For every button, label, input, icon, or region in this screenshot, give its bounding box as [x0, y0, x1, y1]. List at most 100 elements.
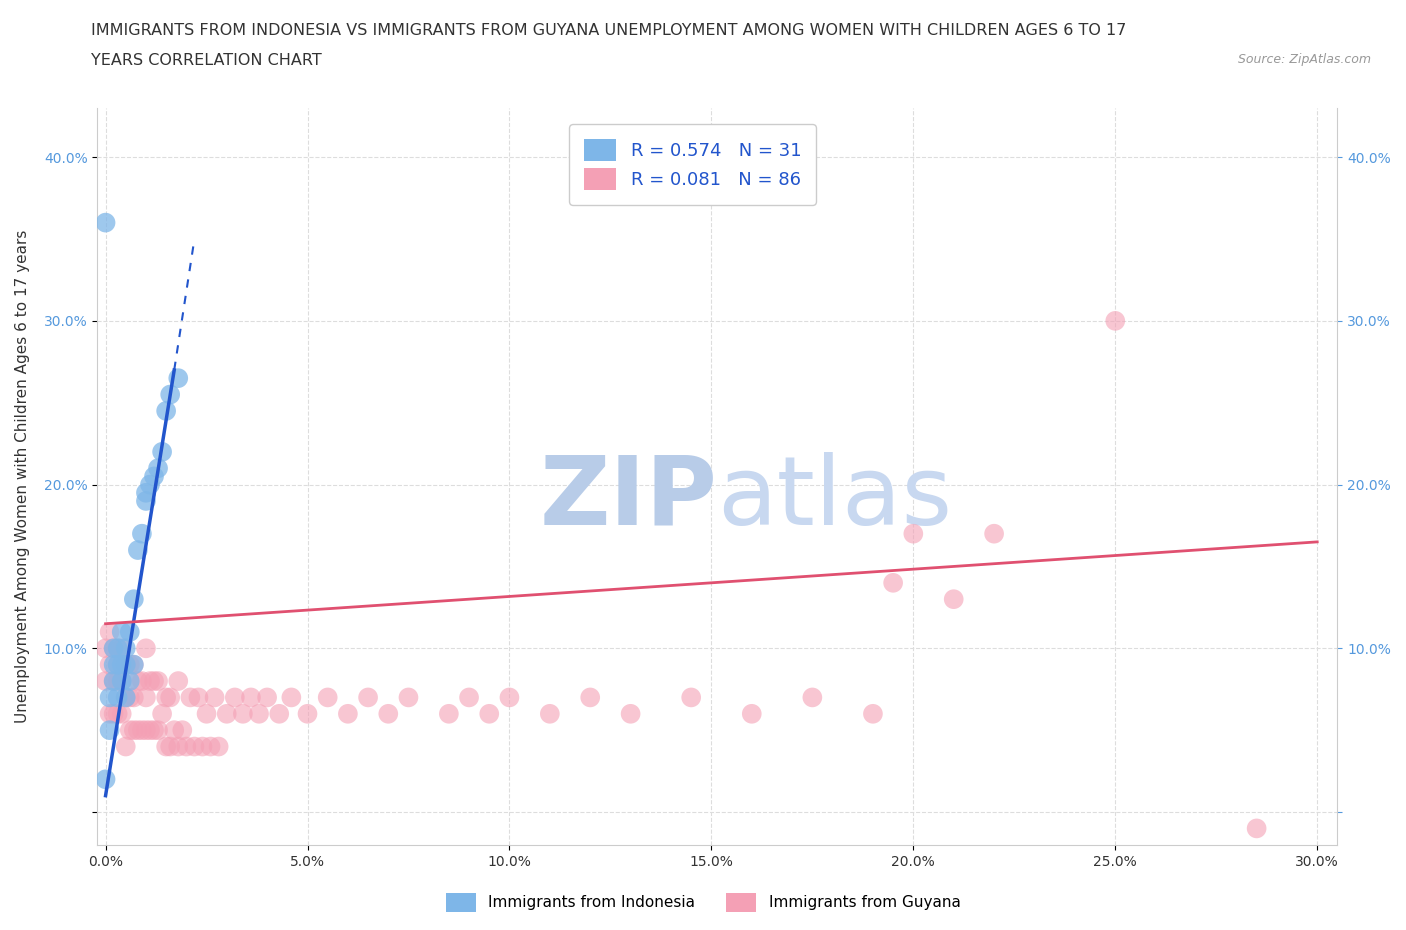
Point [122, 690, 145, 705]
Point [478, 707, 501, 722]
Point [114, 739, 136, 754]
Point [135, 690, 157, 705]
Text: IMMIGRANTS FROM INDONESIA VS IMMIGRANTS FROM GUYANA UNEMPLOYMENT AMONG WOMEN WIT: IMMIGRANTS FROM INDONESIA VS IMMIGRANTS … [91, 23, 1126, 38]
Text: Source: ZipAtlas.com: Source: ZipAtlas.com [1237, 53, 1371, 66]
Point [118, 673, 141, 688]
Text: YEARS CORRELATION CHART: YEARS CORRELATION CHART [91, 53, 322, 68]
Point [114, 658, 136, 672]
Point [191, 739, 214, 754]
Point [135, 494, 157, 509]
Point [107, 673, 129, 688]
Point [195, 707, 218, 722]
Point [163, 723, 186, 737]
Point [437, 707, 460, 722]
Legend: Immigrants from Indonesia, Immigrants from Guyana: Immigrants from Indonesia, Immigrants fr… [440, 887, 966, 918]
Point [215, 707, 238, 722]
Point [122, 658, 145, 672]
Point [127, 542, 149, 557]
Point [107, 641, 129, 656]
Point [114, 690, 136, 705]
Point [983, 526, 1005, 541]
Point [204, 690, 226, 705]
Point [122, 591, 145, 606]
Point [94, 215, 117, 230]
Point [179, 690, 201, 705]
Point [122, 658, 145, 672]
Point [127, 723, 149, 737]
Point [183, 739, 205, 754]
Point [107, 641, 129, 656]
Point [297, 707, 319, 722]
Point [98, 658, 121, 672]
Point [143, 723, 166, 737]
Point [131, 526, 153, 541]
Point [280, 690, 302, 705]
Point [94, 772, 117, 787]
Point [167, 739, 190, 754]
Point [103, 641, 125, 656]
Point [94, 673, 117, 688]
Point [114, 658, 136, 672]
Point [150, 445, 173, 459]
Point [131, 723, 153, 737]
Point [882, 576, 904, 591]
Point [538, 707, 561, 722]
Point [681, 690, 703, 705]
Point [1246, 821, 1268, 836]
Point [111, 641, 134, 656]
Point [146, 460, 169, 475]
Point [801, 690, 824, 705]
Point [118, 723, 141, 737]
Point [98, 723, 121, 737]
Point [111, 673, 134, 688]
Point [143, 469, 166, 484]
Point [903, 526, 925, 541]
Point [103, 707, 125, 722]
Point [111, 658, 134, 672]
Point [139, 723, 162, 737]
Point [167, 371, 190, 386]
Point [111, 624, 134, 639]
Point [114, 690, 136, 705]
Point [146, 673, 169, 688]
Point [498, 690, 520, 705]
Point [103, 658, 125, 672]
Point [103, 641, 125, 656]
Point [1104, 313, 1126, 328]
Point [107, 707, 129, 722]
Point [224, 690, 246, 705]
Point [114, 641, 136, 656]
Point [122, 723, 145, 737]
Point [107, 658, 129, 672]
Point [159, 739, 181, 754]
Point [118, 658, 141, 672]
Point [127, 673, 149, 688]
Point [94, 641, 117, 656]
Legend: R = 0.574   N = 31, R = 0.081   N = 86: R = 0.574 N = 31, R = 0.081 N = 86 [569, 125, 815, 205]
Point [579, 690, 602, 705]
Point [103, 673, 125, 688]
Point [316, 690, 339, 705]
Point [239, 690, 262, 705]
Point [111, 707, 134, 722]
Point [135, 723, 157, 737]
Point [131, 673, 153, 688]
Point [167, 673, 190, 688]
Point [159, 387, 181, 402]
Point [200, 739, 222, 754]
Point [146, 723, 169, 737]
Text: ZIP: ZIP [540, 452, 717, 545]
Point [98, 707, 121, 722]
Point [150, 707, 173, 722]
Point [187, 690, 209, 705]
Point [458, 690, 481, 705]
Point [247, 707, 270, 722]
Point [172, 723, 194, 737]
Point [155, 404, 177, 418]
Point [620, 707, 643, 722]
Point [208, 739, 231, 754]
Text: atlas: atlas [717, 452, 953, 545]
Point [269, 707, 291, 722]
Point [139, 673, 162, 688]
Point [118, 624, 141, 639]
